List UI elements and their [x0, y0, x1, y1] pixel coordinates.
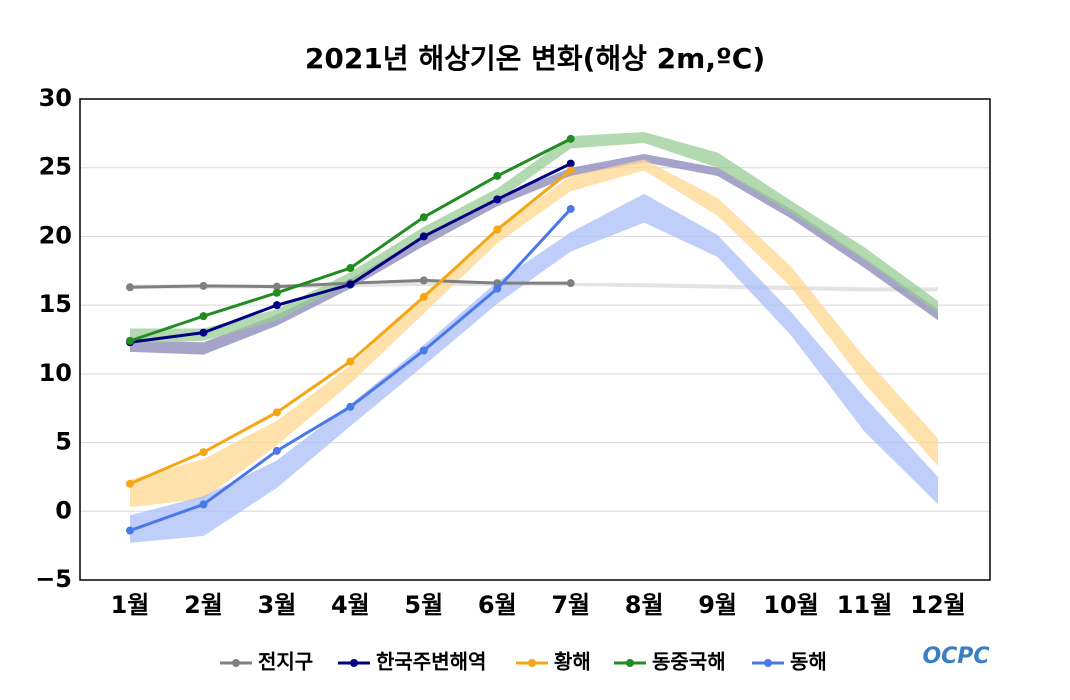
- point: [126, 479, 134, 488]
- point: [419, 276, 428, 285]
- legend-swatch-dot: [528, 659, 536, 667]
- series-line: [129, 137, 572, 343]
- legend-swatch-dot: [626, 659, 634, 667]
- x-tick-label: 8월: [625, 591, 664, 619]
- range-band: [130, 193, 938, 543]
- y-tick-label: 30: [39, 84, 72, 112]
- x-tick-label: 3월: [258, 591, 297, 619]
- plot-frame: [79, 98, 991, 581]
- point: [493, 225, 502, 234]
- legend-swatch-dot: [764, 659, 772, 667]
- x-tick-label: 10월: [763, 591, 818, 619]
- series-line: [129, 169, 572, 486]
- x-tick-label: 7월: [551, 591, 590, 619]
- point: [493, 284, 502, 293]
- x-tick-label: 1월: [111, 591, 150, 619]
- y-tick-label: 25: [39, 153, 72, 181]
- point: [126, 283, 134, 292]
- point: [566, 134, 575, 143]
- legend-label: 황해: [554, 650, 591, 674]
- y-tick-label: 10: [39, 359, 72, 387]
- y-tick-label: −5: [35, 565, 72, 593]
- point: [346, 402, 355, 411]
- range-band: [130, 159, 938, 508]
- point: [566, 166, 575, 175]
- point: [199, 312, 208, 321]
- logo: OCPC: [922, 644, 989, 669]
- point: [199, 328, 208, 337]
- y-tick-label: 20: [39, 221, 72, 249]
- point: [272, 408, 281, 417]
- x-tick-label: 4월: [331, 591, 370, 619]
- point: [566, 159, 575, 168]
- y-tick-label: 0: [55, 496, 72, 524]
- x-tick-label: 2월: [184, 591, 223, 619]
- point: [493, 195, 502, 204]
- point: [199, 500, 208, 509]
- point: [419, 232, 428, 241]
- legend-label: 동해: [790, 650, 827, 674]
- x-tick-label: 11월: [837, 591, 892, 619]
- point: [272, 288, 281, 297]
- x-tick-label: 12월: [910, 591, 965, 619]
- x-tick-label: 9월: [698, 591, 737, 619]
- x-tick-label: 6월: [478, 591, 517, 619]
- point: [272, 301, 281, 310]
- point: [346, 280, 355, 289]
- point: [346, 264, 355, 273]
- point: [566, 204, 575, 213]
- point: [346, 357, 355, 366]
- point: [419, 213, 428, 222]
- chart-title: 2021년 해상기온 변화(해상 2m,ºC): [305, 42, 765, 75]
- legend-swatch-dot: [350, 659, 358, 667]
- point: [419, 292, 428, 301]
- x-tick-label: 5월: [404, 591, 443, 619]
- point: [566, 279, 575, 288]
- legend-swatch-dot: [232, 659, 240, 667]
- legend-label: 전지구: [258, 650, 313, 674]
- point: [419, 346, 428, 355]
- point: [272, 282, 281, 291]
- point: [493, 171, 502, 180]
- point: [272, 446, 281, 455]
- legend-label: 동중국해: [652, 650, 726, 674]
- point: [199, 448, 208, 457]
- legend-label: 한국주변해역: [376, 650, 486, 674]
- point: [126, 336, 134, 345]
- y-tick-label: 15: [39, 290, 72, 318]
- point: [199, 281, 208, 290]
- y-tick-label: 5: [55, 428, 72, 456]
- point: [126, 526, 134, 535]
